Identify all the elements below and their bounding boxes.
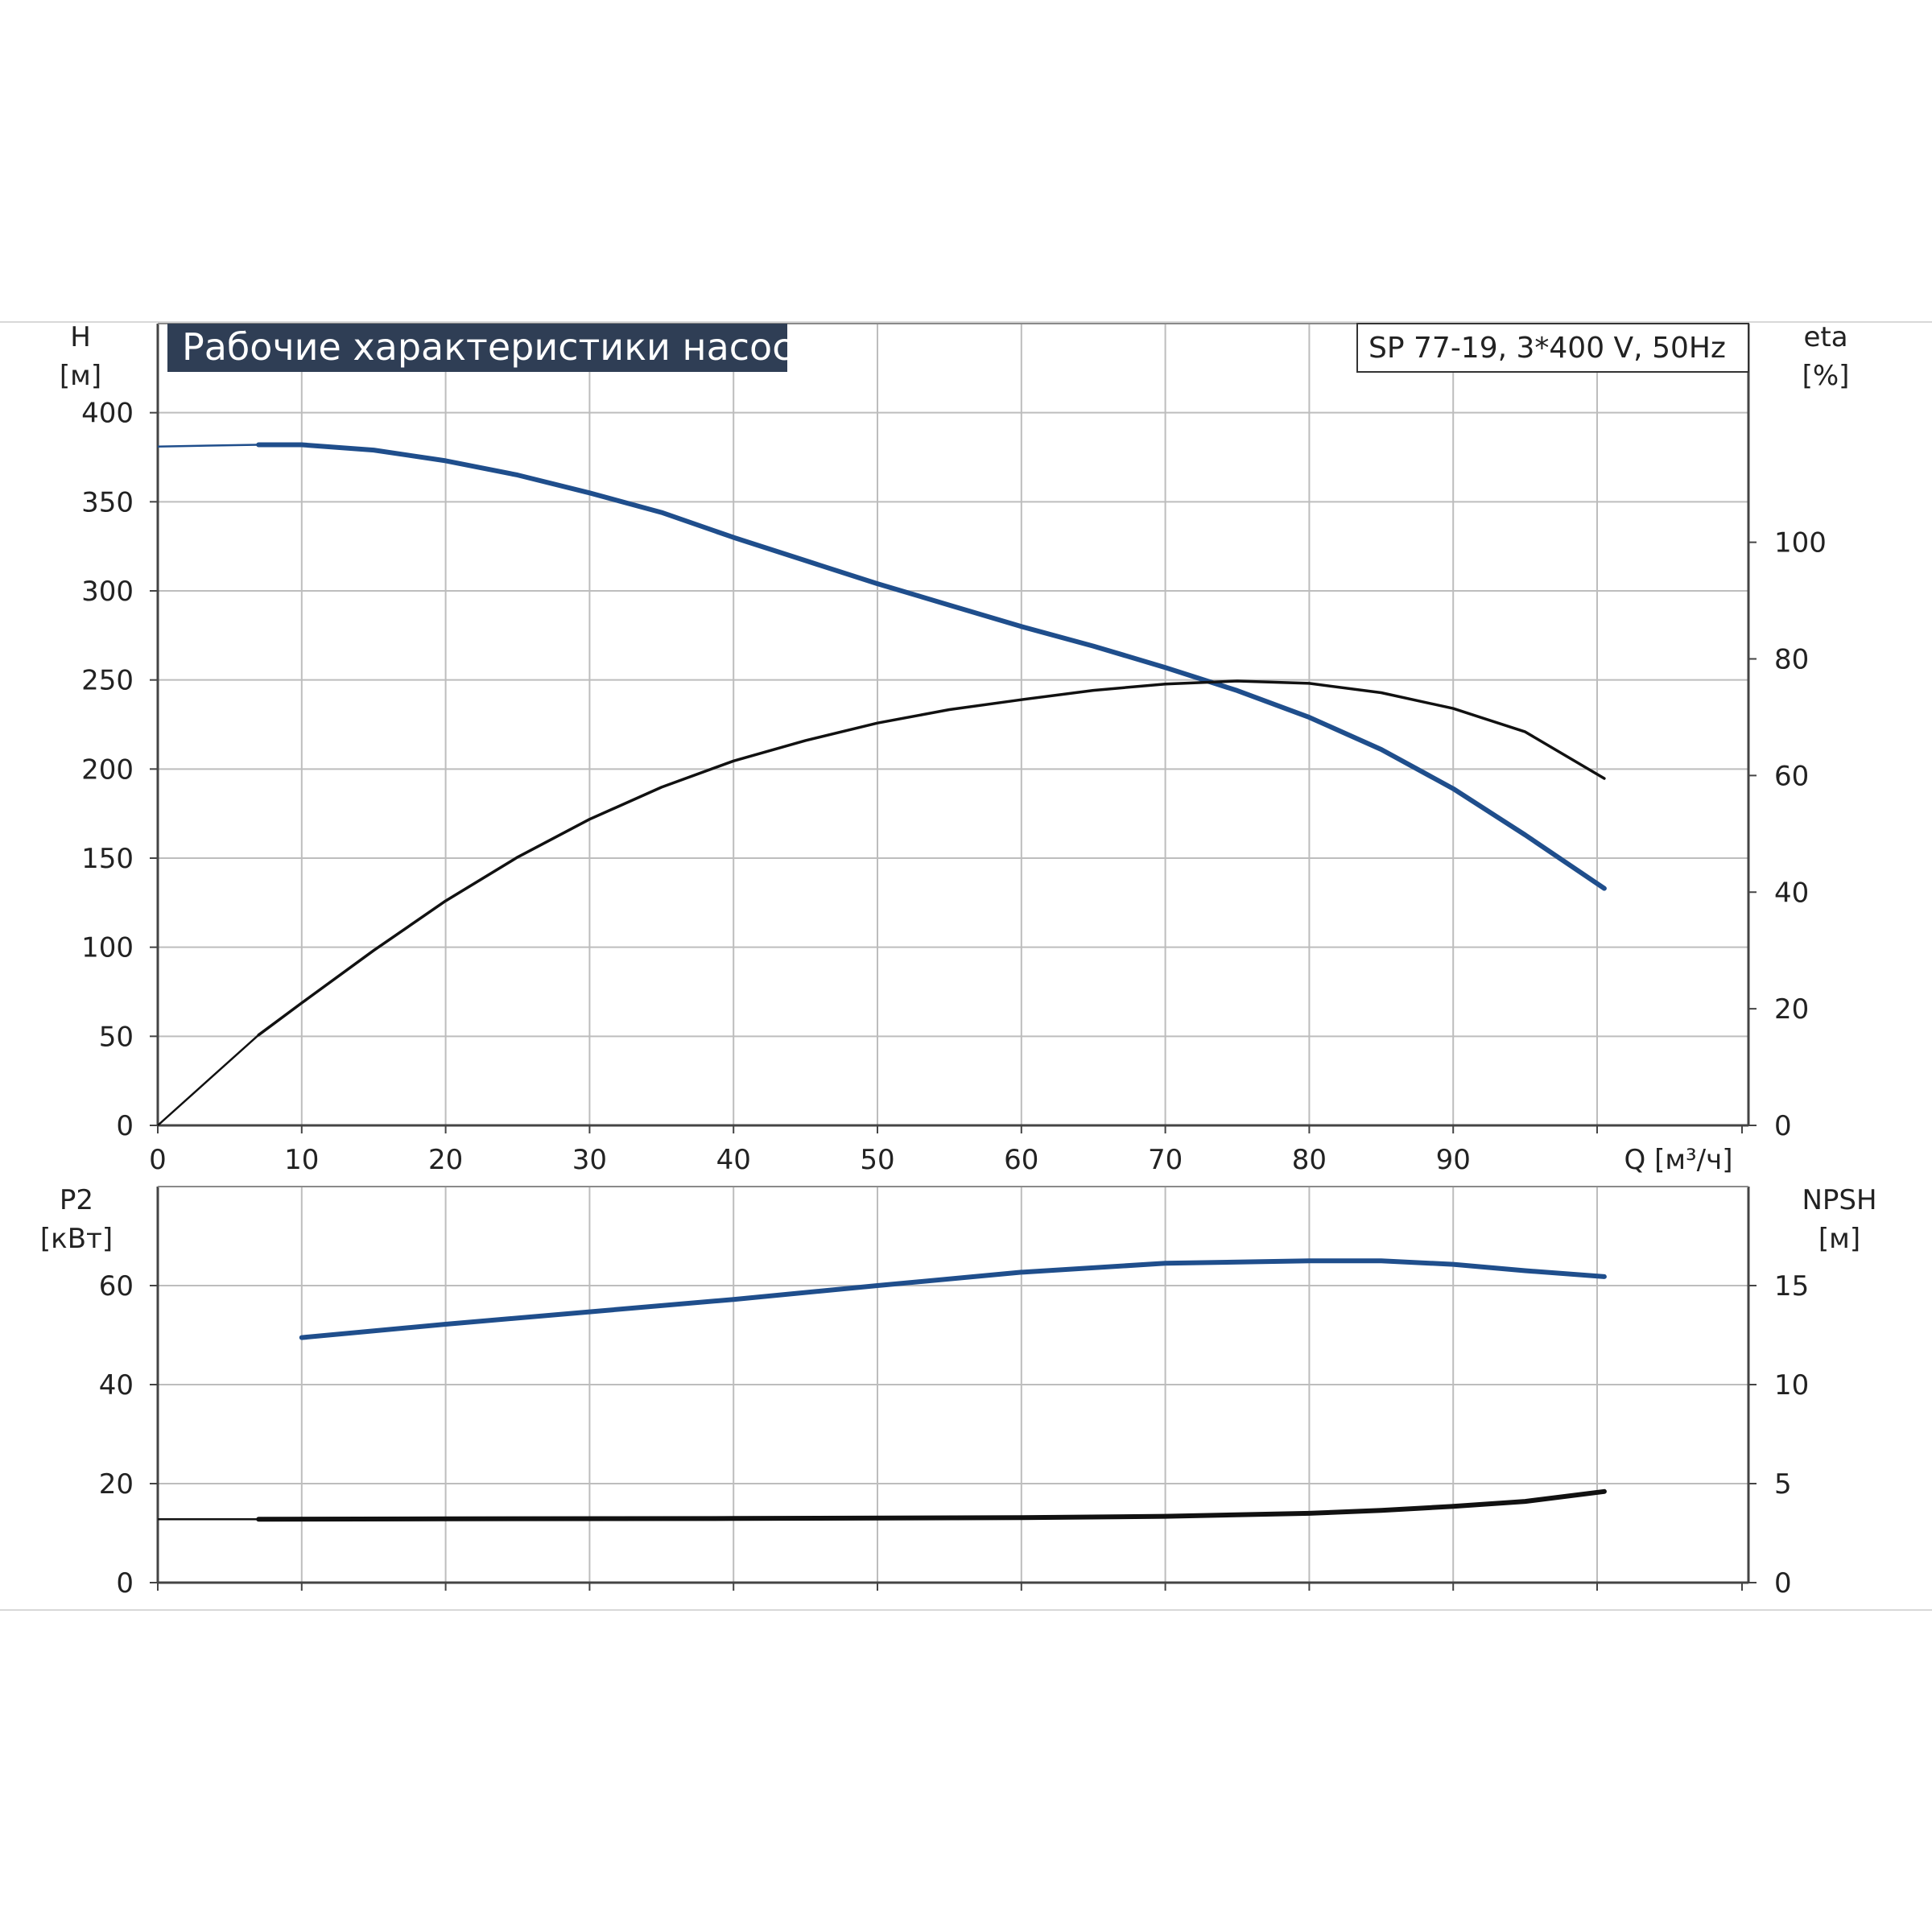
x-tick-label: 10 (284, 1144, 319, 1176)
right-tick-label: 0 (1774, 1110, 1792, 1142)
p2-axis-unit: [кВт] (40, 1223, 113, 1255)
x-tick-label: 30 (572, 1144, 607, 1176)
left-tick-label: 0 (116, 1110, 134, 1142)
npsh-curve (256, 1488, 1607, 1522)
right-tick-label: 40 (1774, 877, 1809, 909)
p2-axis-label: P2 (60, 1184, 93, 1216)
left-tick-label: 50 (99, 1021, 134, 1053)
title-box (167, 324, 787, 372)
left-tick-label: 400 (81, 398, 134, 430)
head-curve-extension (157, 444, 259, 448)
top-panel-ticks: 0 50 100 150 200 250 300 350 400 0 20 40 60 80 100 0 10 2… (81, 398, 1827, 1176)
bottom-panel-series (158, 1258, 1607, 1522)
x-tick-label: 60 (1004, 1144, 1038, 1176)
left-tick-label: 60 (99, 1270, 134, 1302)
efficiency-curve (257, 679, 1606, 1037)
left-tick-label: 250 (81, 665, 134, 697)
x-tick-label: 20 (428, 1144, 463, 1176)
x-tick-label: 70 (1148, 1144, 1183, 1176)
left-tick-label: 100 (81, 932, 134, 964)
left-tick-label: 150 (81, 843, 134, 875)
top-panel-series (157, 442, 1607, 1126)
x-tick-label: 50 (860, 1144, 894, 1176)
left-tick-label: 0 (116, 1567, 134, 1600)
model-label-box (1356, 323, 1749, 373)
power-p2-curve (299, 1258, 1607, 1340)
eta-axis-label: eta (1803, 321, 1847, 353)
top-panel-frame (156, 323, 1750, 1127)
right-tick-label: 10 (1774, 1369, 1809, 1402)
left-tick-label: 300 (81, 576, 134, 608)
right-tick-label: 80 (1774, 644, 1809, 676)
right-tick-label: 20 (1774, 993, 1809, 1026)
head-curve (256, 442, 1607, 891)
x-tick-label: 40 (716, 1144, 751, 1176)
left-tick-label: 20 (99, 1468, 134, 1501)
left-tick-label: 40 (99, 1369, 134, 1402)
h-axis-unit: [м] (60, 360, 101, 392)
bottom-panel-grid (158, 1187, 1748, 1583)
x-tick-label: 90 (1436, 1144, 1471, 1176)
x-tick-label: 80 (1292, 1144, 1327, 1176)
left-tick-label: 350 (81, 486, 134, 518)
x-tick-label: 0 (149, 1144, 167, 1176)
bottom-panel-ticks: 0 20 40 60 0 5 10 15 (99, 1270, 1810, 1600)
left-tick-label: 200 (81, 753, 134, 786)
right-tick-label: 5 (1774, 1468, 1792, 1501)
model-label: SP 77-19, 3*400 V, 50Hz (1368, 332, 1726, 365)
right-tick-label: 15 (1774, 1270, 1809, 1302)
npsh-axis-unit: [м] (1818, 1223, 1860, 1255)
efficiency-curve-extension (157, 1034, 260, 1126)
top-panel-grid (158, 323, 1748, 1125)
q-axis-label: Q [м³/ч] (1624, 1144, 1733, 1176)
right-tick-label: 0 (1774, 1567, 1792, 1600)
eta-axis-unit: [%] (1802, 360, 1850, 392)
npsh-axis-label: NPSH (1802, 1184, 1876, 1216)
right-tick-label: 60 (1774, 760, 1809, 792)
chart-title: Рабочие характеристики насоса (182, 325, 815, 369)
right-tick-label: 100 (1774, 527, 1827, 559)
h-axis-label: H (70, 321, 91, 353)
